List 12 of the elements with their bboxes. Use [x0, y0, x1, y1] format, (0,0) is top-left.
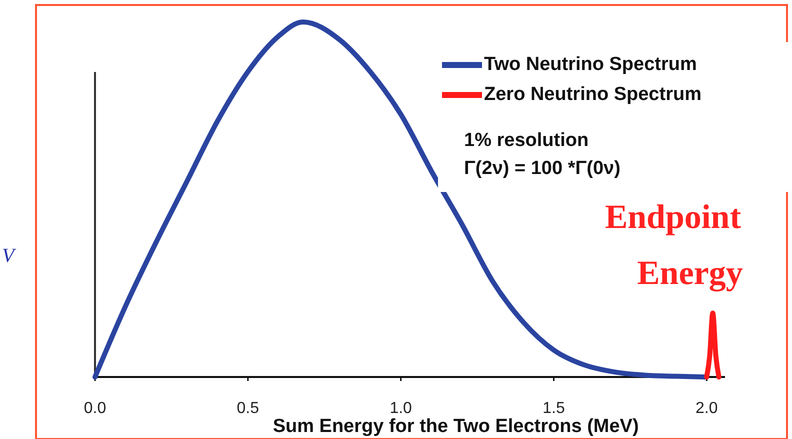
- annotation: Γ(2ν) = 100 *Γ(0ν): [464, 158, 620, 179]
- x-axis-title: Sum Energy for the Two Electrons (MeV): [272, 416, 639, 437]
- x-tick-label: 1.5: [542, 400, 565, 417]
- x-tick-label: 2.0: [696, 400, 718, 417]
- annotation: 1% resolution: [464, 130, 589, 151]
- legend-label: Two Neutrino Spectrum: [484, 54, 697, 75]
- x-tick-label: 1.0: [390, 400, 412, 417]
- text: V: [2, 245, 17, 267]
- x-tick-label: 0.0: [84, 400, 106, 417]
- annotation: Endpoint Energy: [604, 199, 743, 292]
- x-tick-label: 0.5: [236, 400, 260, 417]
- legend-label: Zero Neutrino Spectrum: [484, 84, 702, 105]
